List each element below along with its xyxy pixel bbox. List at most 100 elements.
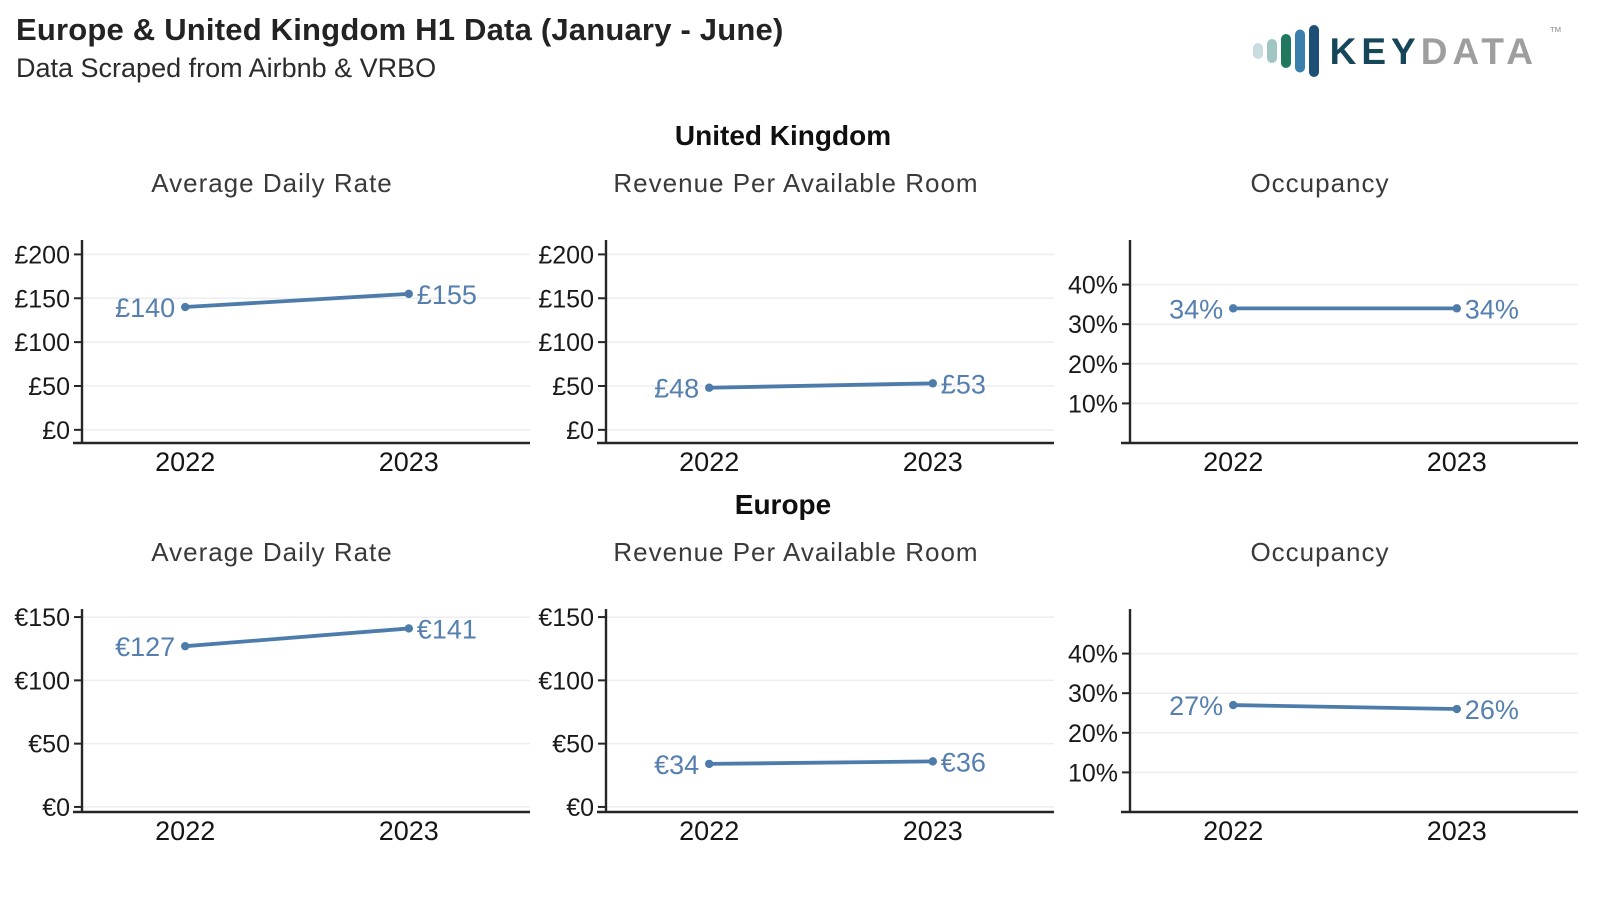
chart-europe-average-daily-rate: Average Daily Rate €0 €50 €100 €150 €127 €141 2… xyxy=(10,527,534,852)
data-point-label: 26% xyxy=(1465,695,1519,725)
section-united-kingdom: United Kingdom Average Daily Rate £0 £50 £1… xyxy=(0,120,1578,483)
data-point xyxy=(705,759,714,769)
y-tick-label: €50 xyxy=(552,731,594,759)
chart-united-kingdom-revenue-per-available-room: Revenue Per Available Room £0 £50 £100 £150 £… xyxy=(534,158,1058,483)
data-line xyxy=(183,626,411,649)
data-point-label: 34% xyxy=(1169,294,1223,324)
logo-bar-icon xyxy=(1280,34,1291,68)
logo-data-text: DATA xyxy=(1420,30,1538,72)
y-tick-label: €100 xyxy=(14,667,70,695)
chart-row: Average Daily Rate €0 €50 €100 €150 €127 €141 2… xyxy=(0,527,1578,852)
y-tick-label: £100 xyxy=(538,329,594,357)
title-block: Europe & United Kingdom H1 Data (January… xyxy=(16,10,783,84)
y-tick-label: 10% xyxy=(1068,759,1118,787)
section-heading: United Kingdom xyxy=(674,120,892,151)
x-tick-label: 2022 xyxy=(1203,447,1263,477)
y-tick-label: £150 xyxy=(538,285,594,313)
section-heading: Europe xyxy=(734,489,832,520)
data-point xyxy=(928,379,937,388)
x-tick-label: 2022 xyxy=(155,447,215,477)
y-tick-label: £200 xyxy=(14,241,70,269)
data-point-label: 34% xyxy=(1465,294,1519,324)
x-tick-label: 2023 xyxy=(1427,447,1487,477)
y-tick-label: 10% xyxy=(1068,390,1118,418)
x-tick-label: 2022 xyxy=(679,816,739,846)
chart-title: Revenue Per Available Room xyxy=(613,168,979,198)
data-point xyxy=(1452,704,1461,714)
line-chart-europe-occupancy: 10% 20% 30% 40% 27% 26% 2022 2023 xyxy=(1068,609,1578,846)
y-tick-label: £50 xyxy=(552,373,594,401)
x-tick-label: 2022 xyxy=(679,447,739,477)
page-subtitle: Data Scraped from Airbnb & VRBO xyxy=(16,53,437,83)
data-point-label: £140 xyxy=(115,293,175,323)
y-tick-label: 20% xyxy=(1068,351,1118,379)
chart-row: Average Daily Rate £0 £50 £100 £150 £200 £140 £… xyxy=(0,158,1578,483)
x-tick-label: 2023 xyxy=(1427,816,1487,846)
chart-title: Occupancy xyxy=(1250,168,1390,198)
data-line xyxy=(707,381,935,390)
y-tick-label: €100 xyxy=(538,667,594,695)
x-tick-label: 2022 xyxy=(1203,816,1263,846)
line-chart-united-kingdom-occupancy: 10% 20% 30% 40% 34% 34% 2022 2023 xyxy=(1068,240,1578,477)
y-tick-label: €0 xyxy=(566,794,594,822)
x-tick-label: 2023 xyxy=(379,447,439,477)
chart-title: Average Daily Rate xyxy=(151,537,393,567)
data-point xyxy=(705,383,714,392)
y-tick-label: £0 xyxy=(566,417,594,445)
line-chart-europe-revenue-per-available-room: €0 €50 €100 €150 €34 €36 2022 2023 xyxy=(538,606,1054,846)
y-tick-label: 30% xyxy=(1068,680,1118,708)
logo-bar-icon xyxy=(1294,29,1305,73)
data-point xyxy=(1229,700,1238,710)
chart-title: Average Daily Rate xyxy=(151,168,393,198)
trademark-symbol: ™ xyxy=(1549,24,1562,39)
y-tick-label: €0 xyxy=(42,794,70,822)
data-point-label: 27% xyxy=(1169,691,1223,721)
logo-bar-icon xyxy=(1266,39,1277,63)
data-point-label: £155 xyxy=(417,280,477,310)
line-chart-united-kingdom-average-daily-rate: £0 £50 £100 £150 £200 £140 £155 2022 2023 xyxy=(14,240,530,477)
keydata-wordmark: KEYDATA xyxy=(1330,33,1538,70)
y-tick-label: £50 xyxy=(28,373,70,401)
y-tick-label: 40% xyxy=(1068,641,1118,669)
data-point xyxy=(1452,304,1461,313)
data-line xyxy=(707,759,935,766)
section-europe: Europe Average Daily Rate €0 €50 €100 €150 €1… xyxy=(0,489,1578,852)
x-tick-label: 2023 xyxy=(903,447,963,477)
y-tick-label: €150 xyxy=(14,606,70,632)
y-tick-label: £150 xyxy=(14,285,70,313)
page-title: Europe & United Kingdom H1 Data (January… xyxy=(16,12,784,47)
y-tick-label: £0 xyxy=(42,417,70,445)
data-point-label: €36 xyxy=(941,747,986,777)
data-point xyxy=(404,289,413,299)
keydata-bars-icon xyxy=(1252,25,1319,77)
data-line xyxy=(183,291,411,309)
data-point xyxy=(1229,304,1238,313)
logo-bar-icon xyxy=(1308,25,1319,77)
chart-united-kingdom-occupancy: Occupancy 10% 20% 30% 40% 34% 34% 2022 2023 xyxy=(1058,158,1582,483)
data-point xyxy=(404,624,413,633)
logo-key-text: KEY xyxy=(1329,30,1421,72)
y-tick-label: £100 xyxy=(14,329,70,357)
chart-europe-occupancy: Occupancy 10% 20% 30% 40% 27% 26% 2022 2023 xyxy=(1058,527,1582,852)
data-point-label: £48 xyxy=(654,374,699,404)
y-tick-label: 30% xyxy=(1068,311,1118,339)
data-point-label: €34 xyxy=(654,750,699,780)
data-point-label: €127 xyxy=(115,632,175,662)
data-point xyxy=(928,757,937,766)
y-tick-label: €50 xyxy=(28,731,70,759)
chart-europe-revenue-per-available-room: Revenue Per Available Room €0 €50 €100 €150 €… xyxy=(534,527,1058,852)
x-tick-label: 2023 xyxy=(903,816,963,846)
data-point-label: €141 xyxy=(417,614,477,644)
y-tick-label: 40% xyxy=(1068,272,1118,300)
x-tick-label: 2022 xyxy=(155,816,215,846)
x-tick-label: 2023 xyxy=(379,816,439,846)
chart-united-kingdom-average-daily-rate: Average Daily Rate £0 £50 £100 £150 £200 £140 £… xyxy=(10,158,534,483)
chart-title: Occupancy xyxy=(1250,537,1390,567)
keydata-logo: KEYDATA ™ xyxy=(1252,22,1562,80)
chart-title: Revenue Per Available Room xyxy=(613,537,979,567)
data-point-label: £53 xyxy=(941,369,986,399)
y-tick-label: 20% xyxy=(1068,720,1118,748)
line-chart-europe-average-daily-rate: €0 €50 €100 €150 €127 €141 2022 2023 xyxy=(14,606,530,846)
y-tick-label: £200 xyxy=(538,241,594,269)
y-tick-label: €150 xyxy=(538,606,594,632)
